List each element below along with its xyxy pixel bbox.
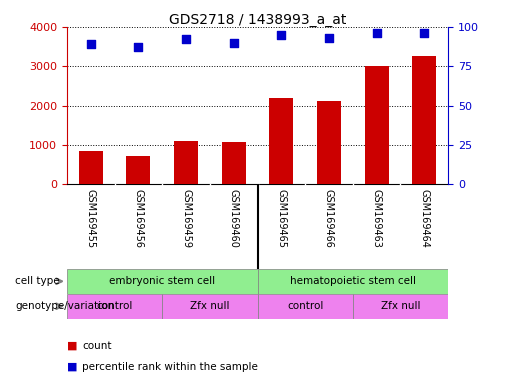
Text: GSM169455: GSM169455 <box>86 189 96 248</box>
Bar <box>269 98 293 184</box>
Point <box>134 44 143 50</box>
Text: GSM169459: GSM169459 <box>181 189 191 248</box>
FancyBboxPatch shape <box>258 294 353 319</box>
Bar <box>222 142 246 184</box>
Bar <box>317 101 341 184</box>
Text: control: control <box>96 301 133 311</box>
Bar <box>127 156 150 184</box>
Point <box>277 31 285 38</box>
Text: GSM169465: GSM169465 <box>277 189 286 248</box>
FancyBboxPatch shape <box>67 294 162 319</box>
Text: GSM169464: GSM169464 <box>419 189 429 247</box>
Point <box>87 41 95 47</box>
Point <box>230 40 238 46</box>
Text: GSM169456: GSM169456 <box>133 189 143 248</box>
Text: ■: ■ <box>67 362 77 372</box>
Point <box>420 30 428 36</box>
Point <box>182 36 190 43</box>
FancyBboxPatch shape <box>162 294 258 319</box>
FancyBboxPatch shape <box>67 269 258 294</box>
Text: GSM169463: GSM169463 <box>372 189 382 247</box>
Text: percentile rank within the sample: percentile rank within the sample <box>82 362 259 372</box>
Text: GDS2718 / 1438993_a_at: GDS2718 / 1438993_a_at <box>169 13 346 27</box>
Text: GSM169466: GSM169466 <box>324 189 334 247</box>
Text: GSM169460: GSM169460 <box>229 189 238 247</box>
Text: control: control <box>287 301 323 311</box>
Text: genotype/variation: genotype/variation <box>15 301 114 311</box>
Bar <box>79 151 102 184</box>
Text: count: count <box>82 341 112 351</box>
Text: embryonic stem cell: embryonic stem cell <box>109 276 215 286</box>
Text: Zfx null: Zfx null <box>190 301 230 311</box>
FancyBboxPatch shape <box>353 294 448 319</box>
Text: hematopoietic stem cell: hematopoietic stem cell <box>290 276 416 286</box>
FancyBboxPatch shape <box>258 269 448 294</box>
Text: ■: ■ <box>67 341 77 351</box>
Text: Zfx null: Zfx null <box>381 301 420 311</box>
Text: cell type: cell type <box>15 276 60 286</box>
Point <box>372 30 381 36</box>
Bar <box>413 56 436 184</box>
Bar <box>365 66 388 184</box>
Bar <box>174 141 198 184</box>
Point <box>325 35 333 41</box>
